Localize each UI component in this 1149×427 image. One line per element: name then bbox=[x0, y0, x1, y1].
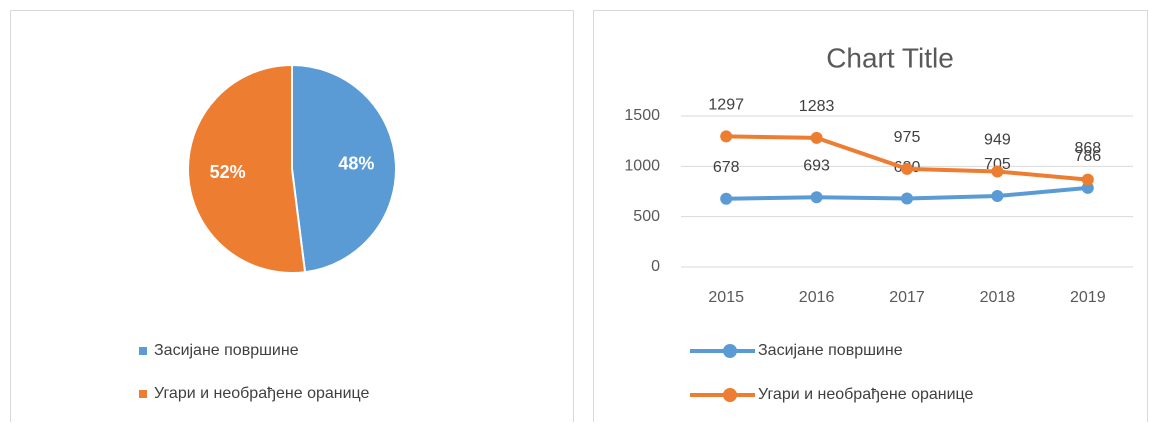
x-tick-label: 2019 bbox=[1070, 289, 1106, 306]
marker bbox=[901, 192, 913, 205]
x-tick-label: 2017 bbox=[889, 289, 925, 306]
data-label: 949 bbox=[984, 132, 1011, 149]
marker bbox=[1081, 181, 1094, 194]
y-tick-label: 1000 bbox=[624, 158, 660, 175]
y-tick-label: 0 bbox=[651, 258, 660, 275]
legend-marker bbox=[723, 388, 737, 402]
chart-title: Chart Title bbox=[826, 42, 954, 73]
legend-marker bbox=[723, 344, 737, 358]
legend-label: Засијане површине bbox=[154, 342, 299, 359]
data-label: 693 bbox=[803, 157, 830, 174]
marker bbox=[810, 131, 823, 144]
data-label: 678 bbox=[713, 159, 740, 176]
marker bbox=[810, 191, 823, 204]
legend-swatch bbox=[139, 347, 147, 355]
legend-label: Угари и необрађене оранице bbox=[154, 385, 370, 402]
marker bbox=[720, 192, 733, 205]
data-label: 1283 bbox=[799, 98, 835, 115]
y-tick-label: 500 bbox=[633, 208, 660, 225]
marker bbox=[901, 162, 913, 175]
data-label: 1297 bbox=[708, 97, 744, 114]
marker bbox=[1081, 173, 1094, 186]
data-label: 705 bbox=[984, 156, 1011, 173]
marker bbox=[991, 190, 1004, 203]
legend-swatch bbox=[139, 390, 147, 398]
legend-label: Засијане површине bbox=[758, 342, 903, 359]
data-label: 48% bbox=[338, 154, 374, 174]
x-tick-label: 2015 bbox=[708, 289, 744, 306]
line-panel bbox=[593, 10, 1148, 427]
legend-label: Угари и необрађене оранице bbox=[758, 386, 974, 403]
marker bbox=[991, 165, 1004, 178]
pie-slice bbox=[291, 63, 397, 274]
x-tick-label: 2018 bbox=[980, 289, 1016, 306]
pie-slice bbox=[187, 63, 307, 274]
data-label: 786 bbox=[1074, 148, 1101, 165]
marker bbox=[720, 130, 733, 143]
data-label: 52% bbox=[210, 162, 246, 182]
x-tick-label: 2016 bbox=[799, 289, 835, 306]
y-tick-label: 1500 bbox=[624, 107, 660, 124]
data-label: 975 bbox=[894, 129, 921, 146]
data-label: 868 bbox=[1074, 140, 1101, 157]
